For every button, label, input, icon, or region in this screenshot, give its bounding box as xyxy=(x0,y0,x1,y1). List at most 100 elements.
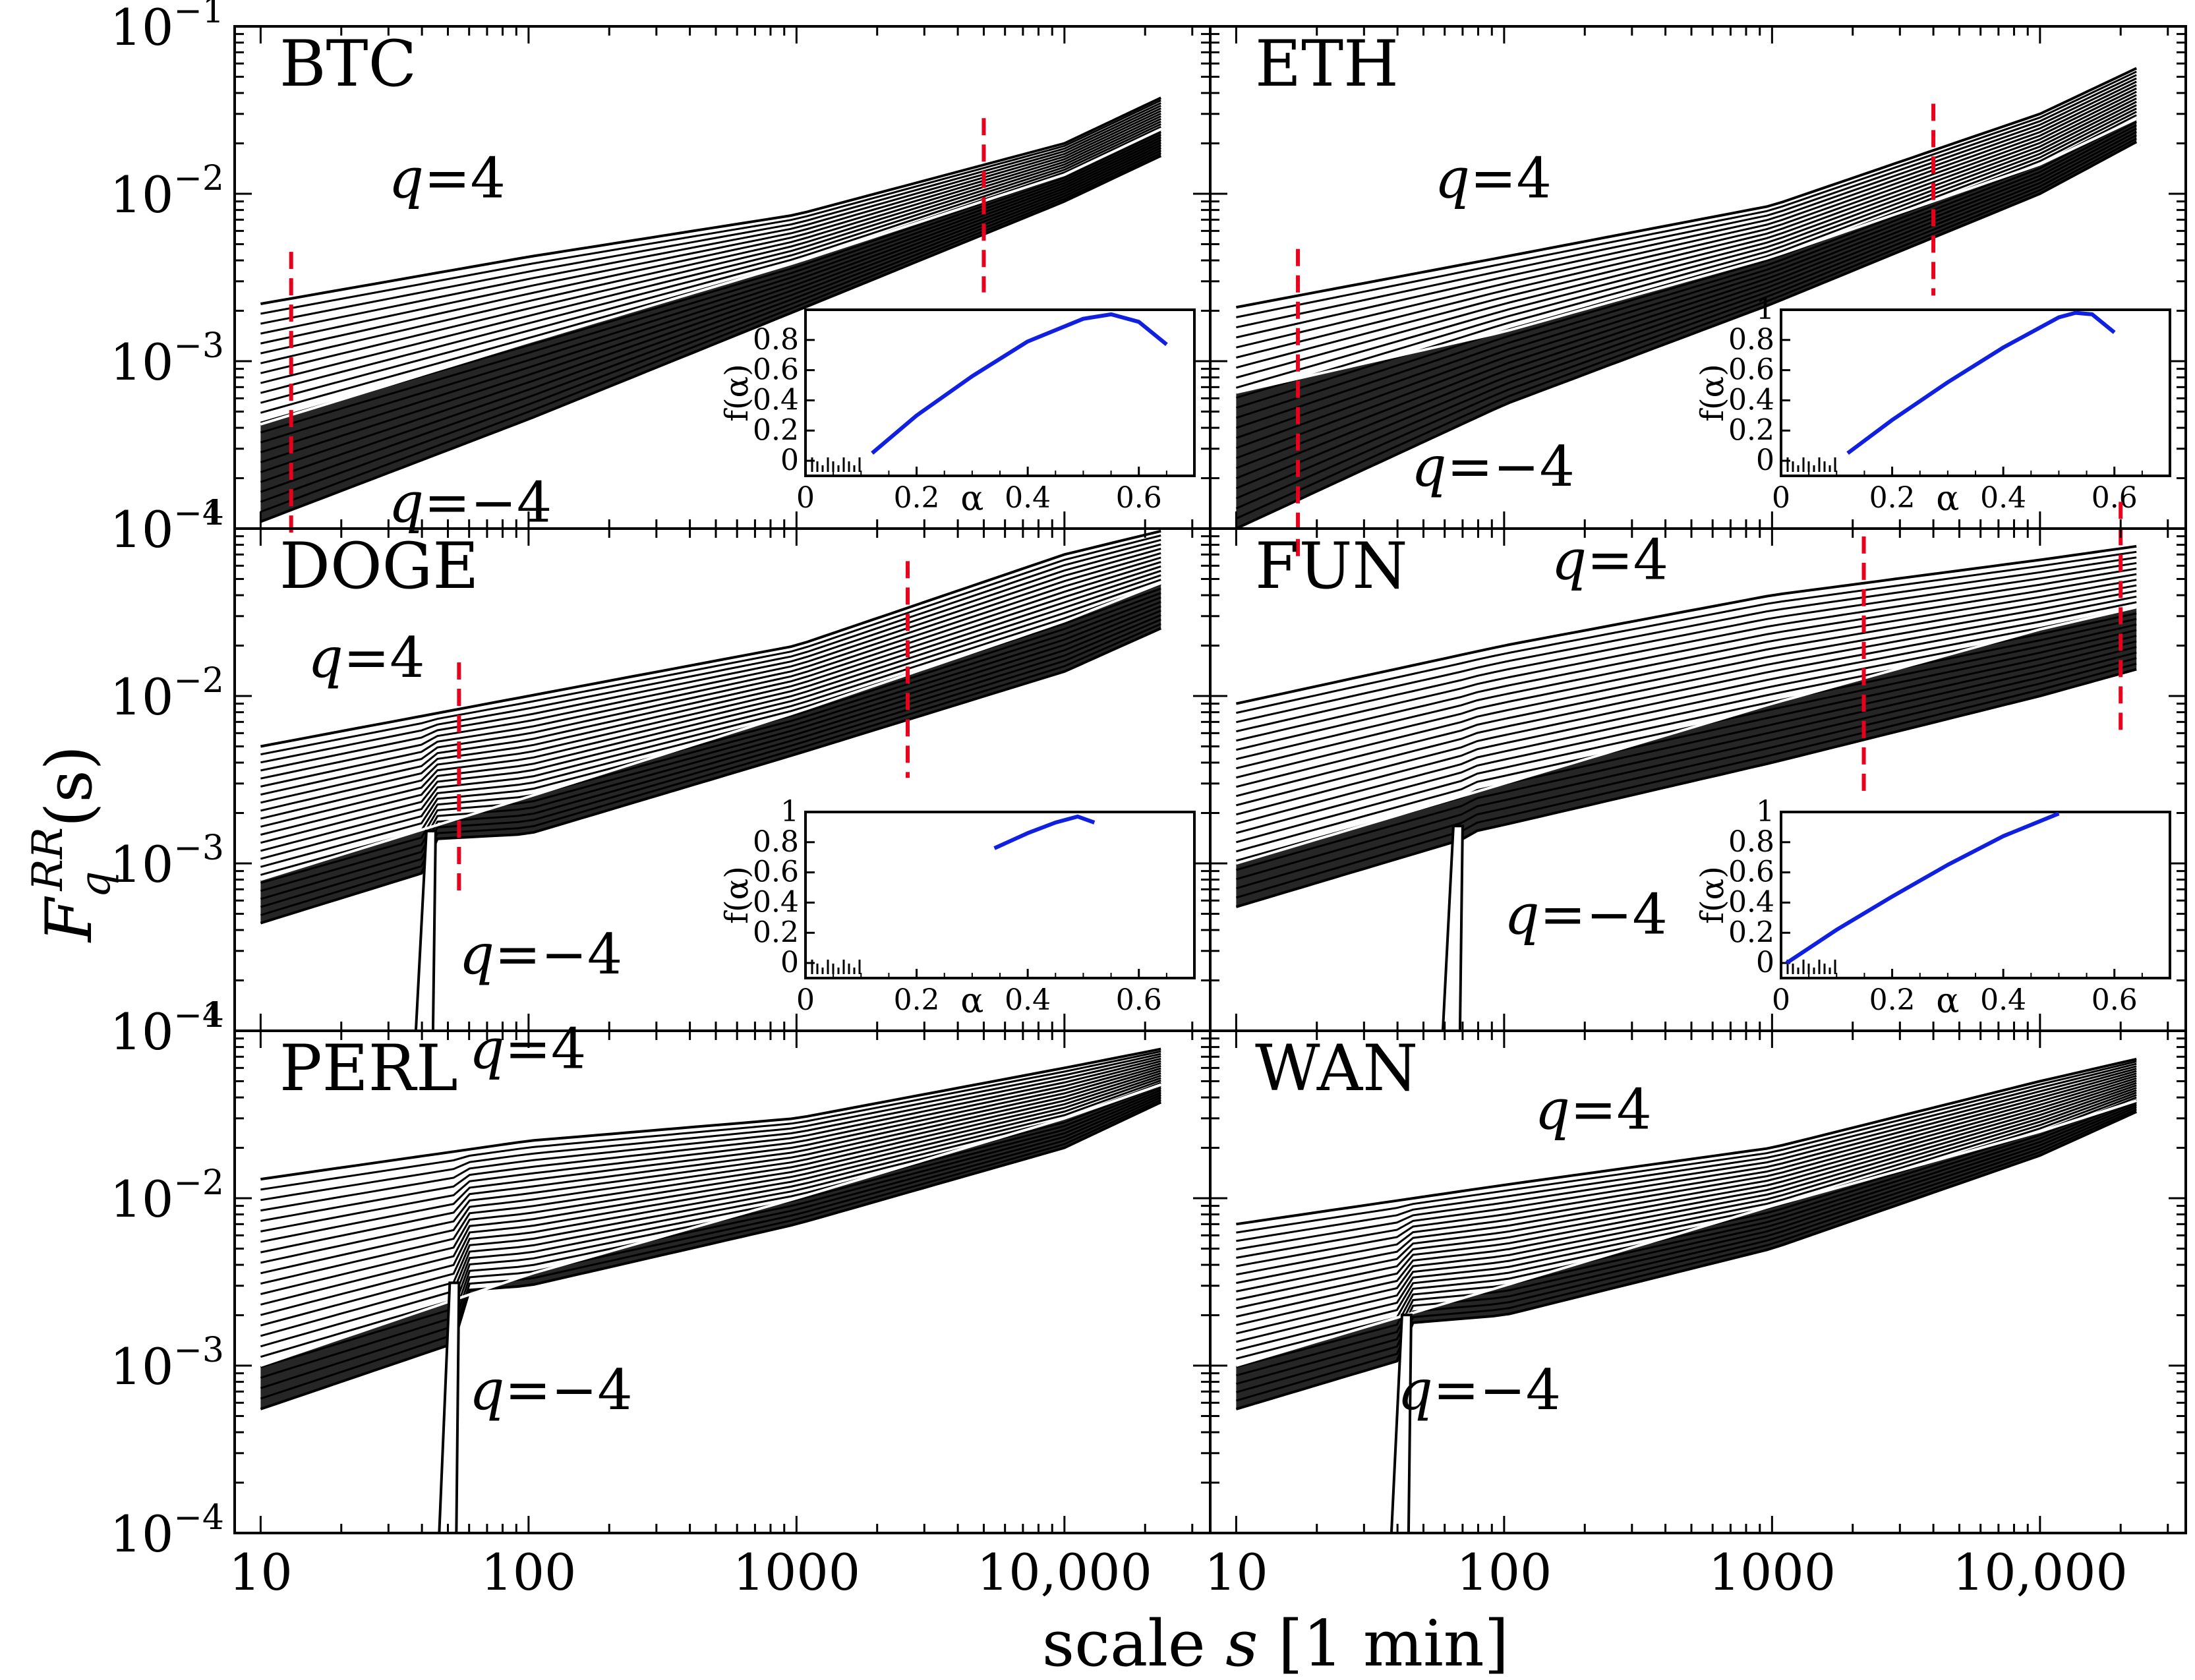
curve-q-2.91 xyxy=(1236,77,2137,339)
curve-q-3.27 xyxy=(260,102,1161,325)
inset-y-tick-label: 0.4 xyxy=(1728,383,1774,417)
panel-title: BTC xyxy=(279,27,417,101)
x-tick-label: 1000 xyxy=(1709,1543,1836,1602)
curve-q-2.18 xyxy=(260,1060,1161,1232)
label-q-var: q xyxy=(388,146,424,211)
curves-group xyxy=(260,1047,1162,1533)
inset-x-tick-label: 0 xyxy=(796,481,815,515)
inset-x-tick-label: 0.4 xyxy=(1005,481,1051,515)
inset-y-tick-label: 0.8 xyxy=(1728,825,1774,859)
curve-q-1.82 xyxy=(1236,1072,2137,1276)
panel-title: FUN xyxy=(1255,529,1408,603)
inset-y-label: f(α) xyxy=(718,866,755,924)
inset-spectrum: 0 0.2 0.4 0.600.20.40.60.8αf(α) xyxy=(718,308,1196,519)
y-tick-label-mantissa: 10 xyxy=(110,1337,174,1396)
curve-q-1.45 xyxy=(260,1064,1161,1254)
label-q-var: q xyxy=(1434,146,1470,211)
y-tick-label-mantissa: 10 xyxy=(110,668,174,726)
curve-q-0.73 xyxy=(260,1070,1161,1275)
inset-x-tick-label: 0.2 xyxy=(894,983,940,1017)
y-tick-label-mantissa: 10 xyxy=(110,1505,174,1563)
y-tick-label-exponent: −4 xyxy=(173,494,224,533)
curve-q-0.36 xyxy=(1236,1082,2137,1310)
inset-y-label: f(α) xyxy=(718,364,755,422)
curve-q-0.73 xyxy=(260,121,1161,394)
x-axis-label: scale s [1 min] xyxy=(1042,1607,1509,1680)
curve-q-2.18 xyxy=(260,552,1161,788)
curve-q-3.64 xyxy=(260,100,1161,315)
inset-x-tick-label: 0.6 xyxy=(1116,983,1162,1017)
curve-q2 xyxy=(1235,1099,2137,1367)
panel-title: DOGE xyxy=(279,529,479,603)
inset-frame xyxy=(804,308,1196,477)
label-q-var: q xyxy=(1504,883,1540,947)
curve-q2 xyxy=(1235,117,2138,394)
curve-q--0.73 xyxy=(1236,1089,2137,1335)
curve-q-0.73 xyxy=(1236,595,2137,788)
y-axis-label-sub: q xyxy=(71,871,120,898)
curve-q-2.55 xyxy=(260,1057,1161,1222)
label-q-value: =4 xyxy=(1570,1078,1652,1142)
inset-x-tick-label: 0 xyxy=(1772,983,1790,1017)
label-q-value: =−4 xyxy=(424,470,552,535)
y-tick-label-mantissa: 10 xyxy=(110,835,174,894)
y-tick-label-mantissa: 10 xyxy=(110,1002,174,1061)
curves-group xyxy=(260,96,1162,523)
x-tick-label: 10 xyxy=(1204,1543,1268,1602)
x-tick-label: 100 xyxy=(481,1543,576,1602)
curve-q-0.36 xyxy=(260,574,1161,828)
curve-q-0.00 xyxy=(260,579,1161,836)
curve-q-2.91 xyxy=(1236,562,2137,733)
label-q-value: =4 xyxy=(1587,527,1668,592)
curve-q-4.00 xyxy=(1236,67,2138,309)
curve-q--0.73 xyxy=(260,1079,1161,1316)
label-q-var: q xyxy=(388,470,424,535)
label-q-min: q=−4 xyxy=(459,922,622,987)
curve-q-0.36 xyxy=(260,1072,1161,1285)
label-q-min: q=−4 xyxy=(1397,1358,1561,1422)
curve-q-3.27 xyxy=(1236,556,2137,724)
label-q-var: q xyxy=(459,922,494,987)
y-tick-label-exponent: −1 xyxy=(173,996,224,1035)
y-tick-label: 10−1 xyxy=(110,0,224,57)
panel-title: ETH xyxy=(1255,27,1399,101)
curve-q-3.27 xyxy=(1236,74,2137,329)
y-tick-label-mantissa: 10 xyxy=(110,0,174,57)
curve-q-0.00 xyxy=(1236,606,2137,807)
curve-q-1.45 xyxy=(1236,90,2137,379)
curve-q-2.55 xyxy=(260,548,1161,780)
y-tick-label-exponent: −1 xyxy=(173,0,224,31)
curve-q-0.73 xyxy=(260,569,1161,820)
label-q-max: q=4 xyxy=(388,146,506,211)
inset-y-tick-label: 0.4 xyxy=(753,885,799,919)
curve-q-4.00 xyxy=(260,1047,1161,1181)
curves-group xyxy=(1235,1057,2138,1533)
label-q-value: =−4 xyxy=(494,922,622,987)
label-q-min: q=−4 xyxy=(469,1358,633,1422)
label-q-value: =−4 xyxy=(1447,434,1575,499)
y-axis-label-main: F xyxy=(32,896,106,943)
y-tick-label: 10−4 xyxy=(110,996,224,1061)
inset-y-tick-label: 1 xyxy=(1756,795,1774,828)
inset-spectrum-curve xyxy=(1785,811,2060,965)
dense-band-negative-q xyxy=(1236,1101,2137,1409)
label-q-value: =−4 xyxy=(1433,1358,1561,1422)
inset-y-label: f(α) xyxy=(1694,866,1731,924)
curve-q-2.18 xyxy=(1236,84,2137,359)
x-tick-label: 10,000 xyxy=(977,1543,1152,1602)
curve-q-3.27 xyxy=(260,538,1161,764)
inset-y-tick-label: 0.6 xyxy=(1728,855,1774,889)
label-q-value: =−4 xyxy=(1540,883,1668,947)
curve-q-1.09 xyxy=(260,1067,1161,1264)
label-q-value: =4 xyxy=(343,625,425,690)
curve-q--0.36 xyxy=(1236,1087,2137,1326)
y-tick-label-mantissa: 10 xyxy=(110,1170,174,1229)
curve-q2 xyxy=(260,581,1161,881)
curve-q-4.00 xyxy=(1235,544,2137,705)
curve-q-2.91 xyxy=(260,543,1161,772)
